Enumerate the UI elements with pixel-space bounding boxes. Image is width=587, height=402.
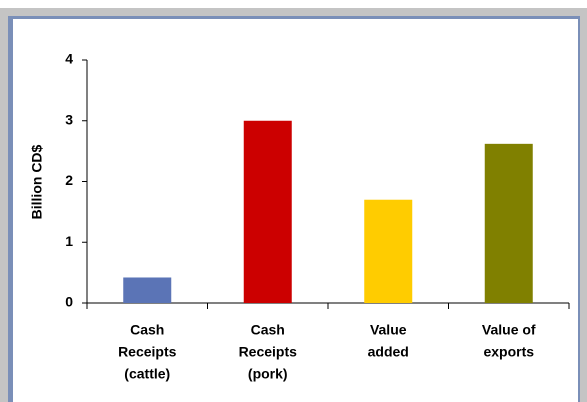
- x-tick-label: Receipts: [239, 344, 298, 360]
- bar: [123, 277, 172, 303]
- x-tick-label: (cattle): [124, 366, 170, 382]
- x-tick-label: exports: [483, 344, 534, 360]
- bar: [484, 143, 533, 303]
- x-tick-label: Value of: [482, 322, 536, 338]
- x-tick-label: Value: [370, 322, 407, 338]
- x-tick-label: Cash: [251, 322, 285, 338]
- x-tick-label: (pork): [248, 366, 288, 382]
- chart-area: [13, 19, 578, 402]
- x-tick-label: added: [368, 344, 409, 360]
- y-tick-label: 4: [65, 51, 73, 67]
- bar: [364, 199, 413, 303]
- y-tick-label: 3: [65, 111, 73, 127]
- y-tick-label: 0: [65, 294, 73, 310]
- y-tick-label: 2: [65, 172, 73, 188]
- x-tick-label: Cash: [130, 322, 164, 338]
- bar: [243, 120, 292, 303]
- y-tick-label: 1: [65, 233, 73, 249]
- y-axis-label: Billion CD$: [29, 144, 45, 219]
- x-tick-label: Receipts: [118, 344, 177, 360]
